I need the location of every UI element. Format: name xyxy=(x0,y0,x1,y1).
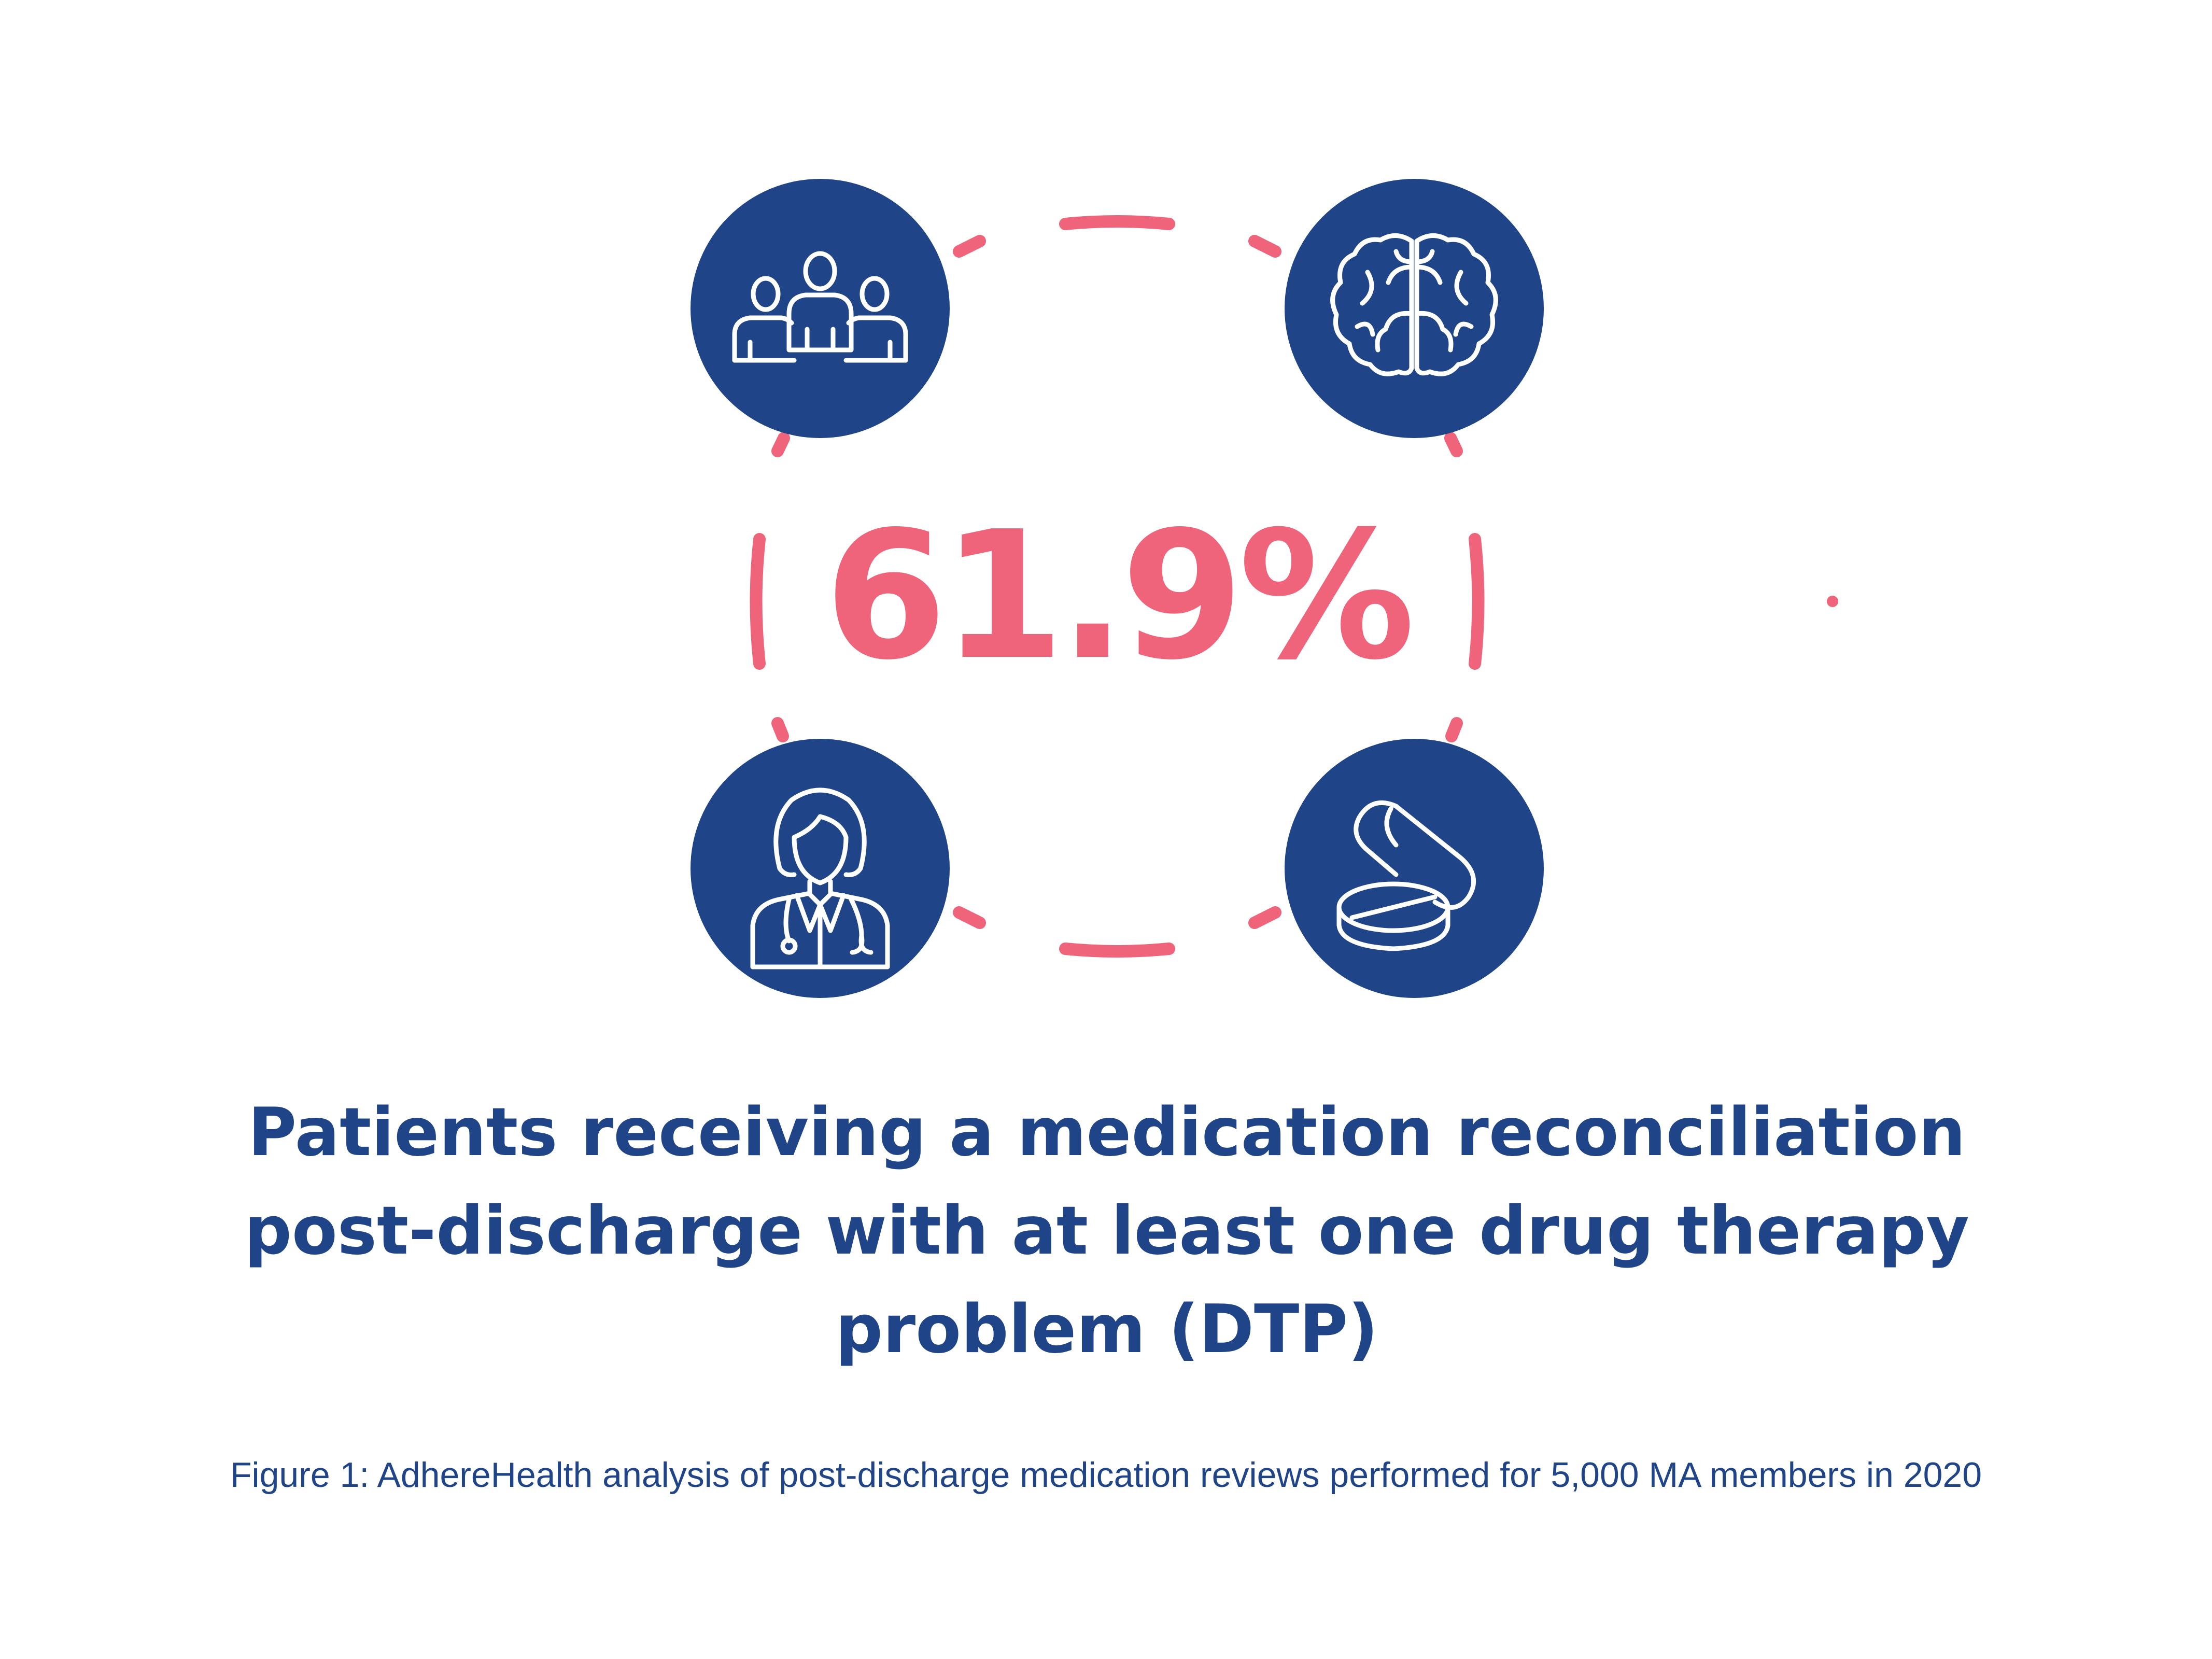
brain-icon xyxy=(1330,233,1498,376)
brain-icon-circle xyxy=(1285,179,1544,438)
ring-dash-bottom xyxy=(1059,943,1175,958)
pills-icon-circle xyxy=(1285,739,1544,998)
ring-dash-top xyxy=(1059,215,1175,230)
stat-percentage: 61.9% xyxy=(824,494,1415,699)
ring-dash-left xyxy=(750,533,766,670)
figure-caption: Figure 1: AdhereHealth analysis of post-… xyxy=(230,1455,1982,1495)
ring-dash-top-left xyxy=(953,235,986,258)
ring-dash-right xyxy=(1469,533,1485,670)
ring-dash-upper-left xyxy=(771,432,790,457)
ring-dash-lower-right xyxy=(1445,717,1463,742)
people-icon-circle xyxy=(691,179,950,438)
people-group-icon xyxy=(732,251,908,363)
headline-text: Patients receiving a medication reconcil… xyxy=(244,1094,1969,1368)
female-doctor-icon xyxy=(750,788,890,969)
ring-dash-lower-left xyxy=(771,717,789,742)
doctor-icon-circle xyxy=(691,739,950,998)
ring-dash-bottom-right xyxy=(1248,906,1281,929)
ring-dash-bottom-left xyxy=(953,906,986,929)
ring-dash-top-right xyxy=(1248,235,1281,258)
ring-dash-upper-right xyxy=(1444,432,1463,457)
pills-icon xyxy=(1336,800,1476,951)
